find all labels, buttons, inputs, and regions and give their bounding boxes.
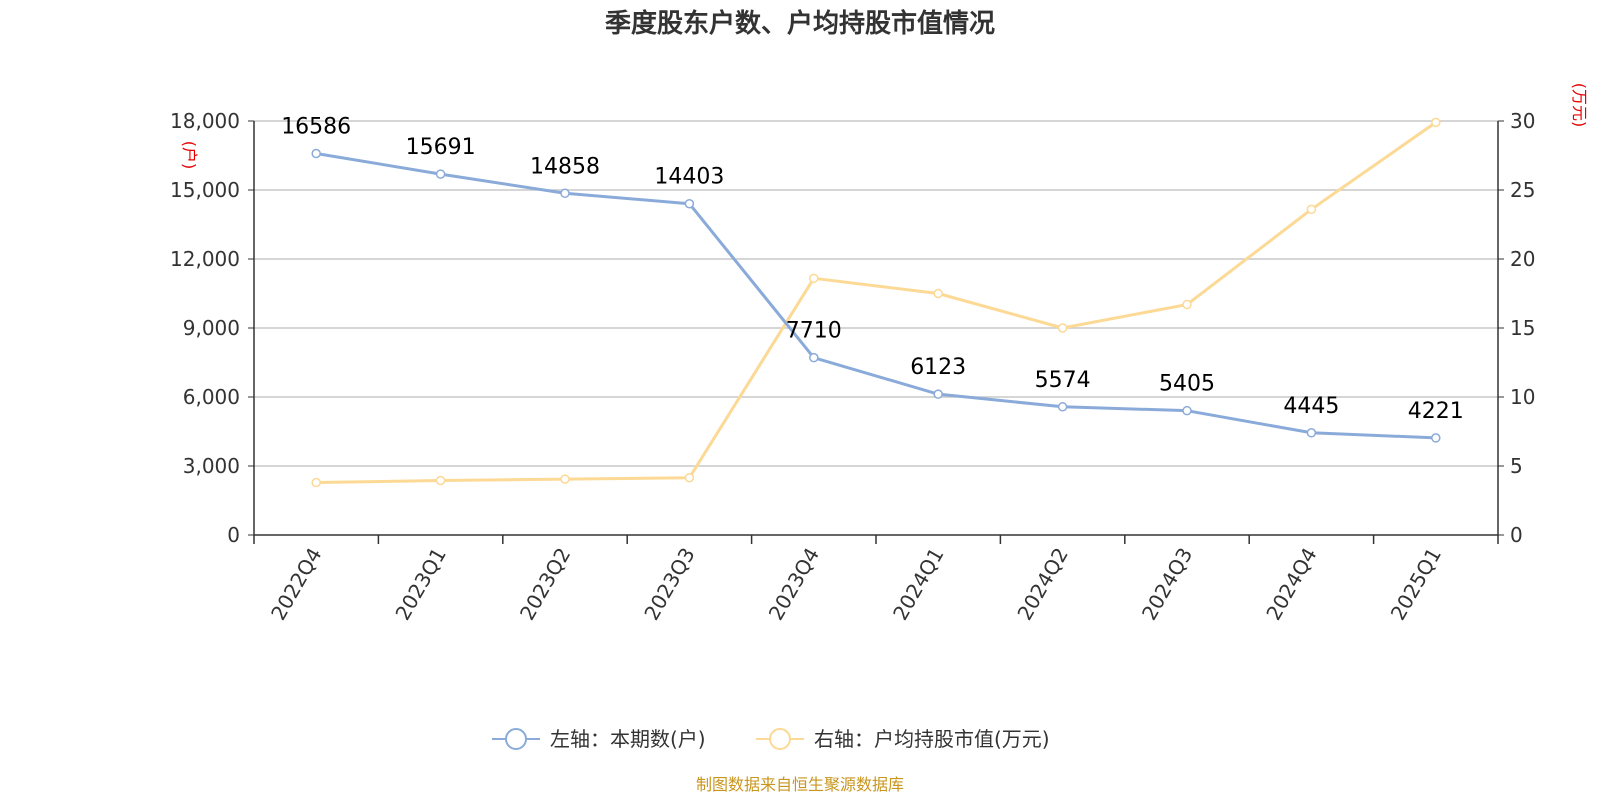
- legend-label-households: 左轴：本期数(户): [550, 727, 706, 751]
- right-axis-ticks: 0 5 10 15 20 25 30: [1498, 109, 1535, 547]
- left-tick-label: 18,000: [170, 109, 240, 133]
- data-label: 5405: [1159, 372, 1215, 397]
- legend-marker-households: [505, 728, 527, 750]
- left-tick-label: 3,000: [183, 454, 240, 478]
- data-point-market-value[interactable]: [809, 273, 819, 284]
- x-tick-label: 2023Q2: [515, 544, 575, 625]
- x-tick-label: 2022Q4: [266, 544, 326, 625]
- data-source: 制图数据来自恒生聚源数据库: [696, 775, 904, 794]
- left-tick-label: 9,000: [183, 316, 240, 340]
- data-point-households[interactable]: [311, 148, 321, 159]
- grid-lines: [254, 120, 1498, 467]
- data-label: 14403: [654, 165, 724, 190]
- x-tick-label: 2025Q1: [1386, 544, 1446, 625]
- right-tick-label: 25: [1510, 178, 1535, 202]
- right-tick-label: 20: [1510, 247, 1535, 271]
- data-point-households[interactable]: [1182, 405, 1192, 416]
- data-label: 14858: [530, 154, 600, 179]
- data-point-market-value[interactable]: [311, 477, 321, 488]
- right-tick-label: 0: [1510, 523, 1523, 547]
- x-tick-label: 2023Q4: [764, 544, 824, 625]
- x-axis-ticks: 2022Q4 2023Q1 2023Q2 2023Q3 2023Q4 2024Q1 2024…: [253, 535, 1499, 625]
- x-tick-label: 2023Q1: [390, 544, 450, 625]
- data-label: 4445: [1283, 394, 1339, 419]
- data-point-households[interactable]: [1306, 428, 1317, 438]
- x-tick-label: 2024Q3: [1137, 544, 1197, 625]
- legend-item-market-value[interactable]: 右轴：户均持股市值(万元): [756, 727, 1050, 751]
- series-line-households: [315, 152, 1436, 440]
- data-point-households[interactable]: [684, 198, 695, 209]
- data-labels: 16586 15691 14858 14403 7710 6123 5574 5405 4445…: [281, 115, 1464, 424]
- data-point-market-value[interactable]: [1306, 204, 1317, 215]
- data-label: 6123: [910, 355, 966, 380]
- data-label: 7710: [786, 319, 842, 344]
- left-tick-label: 15,000: [170, 178, 240, 202]
- right-tick-label: 30: [1510, 109, 1535, 133]
- left-tick-label: 6,000: [183, 385, 240, 409]
- legend-marker-market-value: [769, 728, 791, 750]
- series-layer: [311, 117, 1441, 488]
- legend-label-market-value: 右轴：户均持股市值(万元): [814, 727, 1050, 751]
- data-point-households[interactable]: [560, 188, 570, 199]
- data-point-market-value[interactable]: [1057, 323, 1068, 333]
- x-tick-label: 2023Q3: [639, 544, 699, 625]
- x-tick-label: 2024Q1: [888, 544, 948, 625]
- data-point-households[interactable]: [435, 169, 446, 179]
- data-point-market-value[interactable]: [560, 474, 570, 484]
- x-tick-label: 2024Q2: [1012, 544, 1072, 625]
- right-tick-label: 10: [1510, 385, 1535, 409]
- left-axis-unit: (户): [180, 141, 199, 170]
- data-point-market-value[interactable]: [1431, 117, 1441, 128]
- legend-item-households[interactable]: 左轴：本期数(户): [492, 727, 706, 751]
- data-label: 15691: [406, 135, 476, 160]
- left-axis-ticks: 0 3,000 6,000 9,000 12,000 15,000 18,000: [170, 109, 254, 547]
- data-point-households[interactable]: [1431, 433, 1441, 443]
- series-line-market-value: [316, 121, 1437, 485]
- right-tick-label: 5: [1510, 454, 1523, 478]
- legend: 左轴：本期数(户) 右轴：户均持股市值(万元): [492, 727, 1050, 751]
- data-label: 16586: [281, 115, 351, 140]
- data-point-households[interactable]: [1057, 402, 1068, 412]
- left-tick-label: 12,000: [170, 247, 240, 271]
- x-tick-label: 2024Q4: [1261, 544, 1321, 625]
- data-label: 4221: [1408, 399, 1464, 424]
- data-point-market-value[interactable]: [684, 472, 695, 483]
- data-point-households[interactable]: [933, 389, 943, 399]
- right-tick-label: 15: [1510, 316, 1535, 340]
- data-point-market-value[interactable]: [1182, 299, 1192, 310]
- data-label: 5574: [1035, 368, 1091, 393]
- data-point-market-value[interactable]: [933, 288, 943, 299]
- right-axis-unit: (万元): [1570, 83, 1589, 128]
- left-tick-label: 0: [227, 523, 240, 547]
- chart-title: 季度股东户数、户均持股市值情况: [605, 8, 995, 39]
- data-point-market-value[interactable]: [435, 475, 446, 486]
- data-point-households[interactable]: [809, 352, 819, 363]
